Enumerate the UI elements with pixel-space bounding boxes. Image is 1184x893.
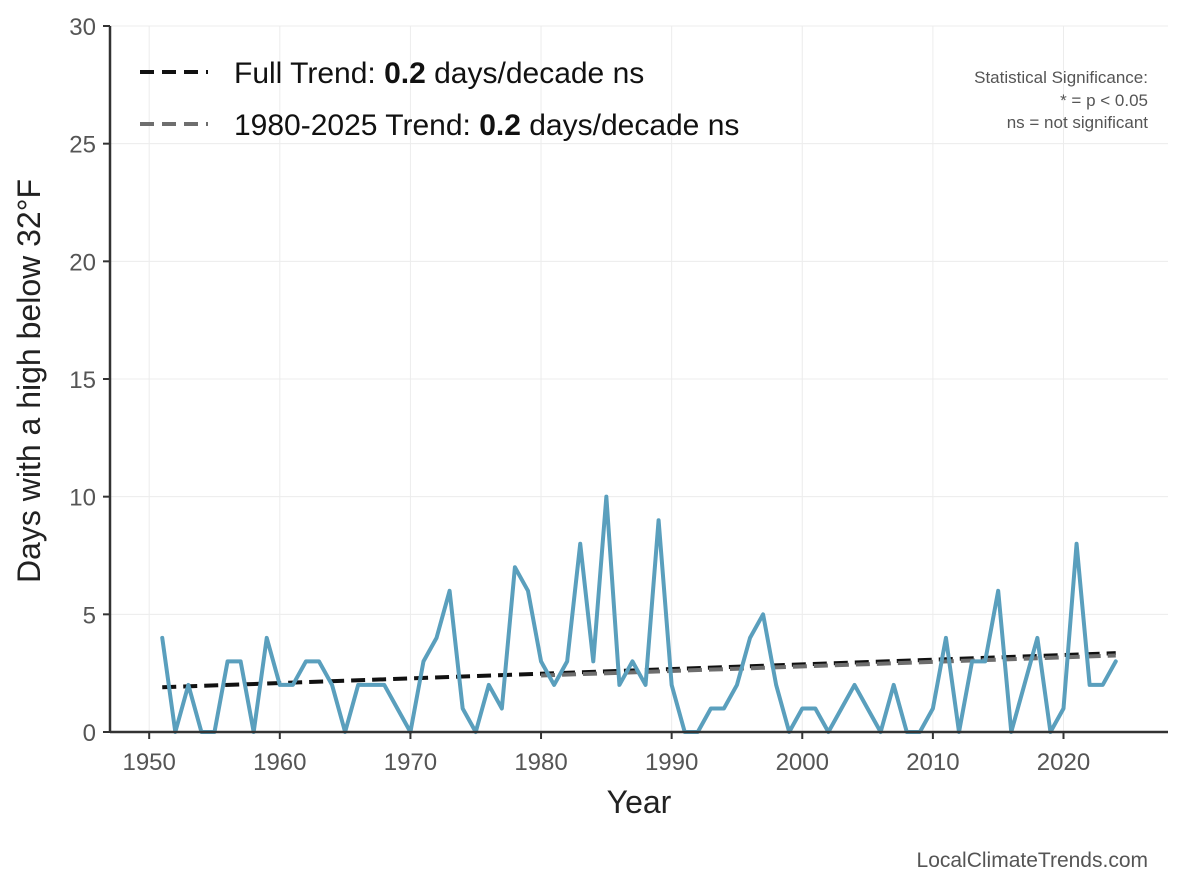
- legend-recent-trend-label: 1980-2025 Trend: 0.2 days/decade ns: [234, 109, 739, 142]
- x-axis-label: Year: [607, 784, 672, 820]
- y-tick-label: 0: [83, 720, 96, 747]
- significance-ns: ns = not significant: [1007, 113, 1149, 132]
- axes: [103, 25, 1168, 739]
- significance-note: Statistical Significance: * = p < 0.05 n…: [974, 68, 1148, 132]
- x-tick-label: 1950: [122, 749, 175, 776]
- source-footer: LocalClimateTrends.com: [917, 849, 1148, 872]
- series-lines: [160, 494, 1118, 734]
- full-trend-line: [162, 651, 1116, 690]
- y-tick-label: 30: [69, 14, 96, 41]
- significance-title: Statistical Significance:: [974, 68, 1148, 87]
- y-tick-label: 15: [69, 367, 96, 394]
- data-series-line: [160, 494, 1118, 734]
- legend-full-trend-prefix: Full Trend:: [234, 57, 384, 90]
- y-tick-label: 10: [69, 485, 96, 512]
- x-tick-label: 1980: [514, 749, 567, 776]
- legend-full-trend-suffix: days/decade ns: [426, 57, 644, 90]
- y-tick-label: 25: [69, 132, 96, 159]
- y-axis-label: Days with a high below 32°F: [11, 179, 47, 583]
- y-tick-label: 5: [83, 602, 96, 629]
- x-tick-label: 2000: [776, 749, 829, 776]
- x-tick-label: 2020: [1037, 749, 1090, 776]
- tick-labels: 1950 1960 1970 1980 1990 2000 2010 2020 0 5 10 15 20…: [69, 14, 1090, 776]
- legend-recent-trend-prefix: 1980-2025 Trend:: [234, 109, 479, 142]
- legend: Full Trend: 0.2 days/decade ns 1980-2025…: [140, 57, 739, 142]
- x-tick-label: 2010: [906, 749, 959, 776]
- legend-recent-trend-suffix: days/decade ns: [521, 109, 739, 142]
- x-tick-label: 1990: [645, 749, 698, 776]
- legend-recent-trend-value: 0.2: [479, 109, 521, 142]
- y-tick-label: 20: [69, 249, 96, 276]
- legend-full-trend-value: 0.2: [384, 57, 426, 90]
- x-tick-label: 1970: [384, 749, 437, 776]
- significance-star: * = p < 0.05: [1060, 91, 1148, 110]
- legend-full-trend-label: Full Trend: 0.2 days/decade ns: [234, 57, 644, 90]
- grid-lines: [110, 25, 1168, 733]
- x-tick-label: 1960: [253, 749, 306, 776]
